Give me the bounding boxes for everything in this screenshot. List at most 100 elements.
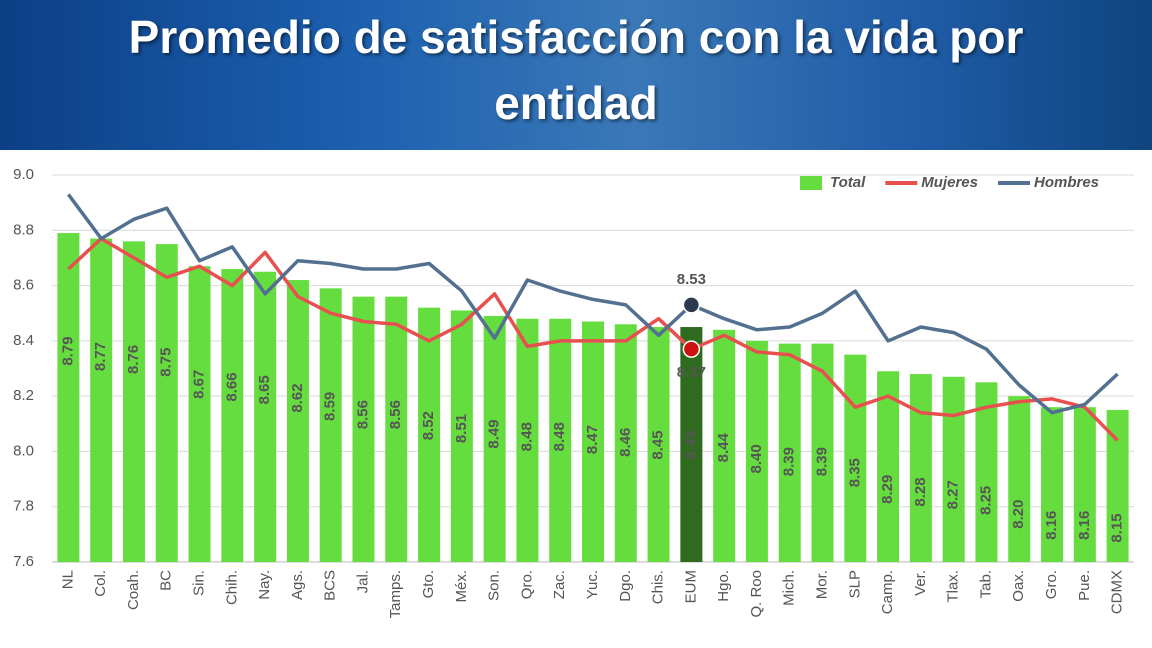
value-label: 8.28 xyxy=(912,477,929,506)
bar xyxy=(516,318,539,562)
value-label: 8.44 xyxy=(715,433,732,463)
value-label: 8.76 xyxy=(125,345,142,374)
bar xyxy=(582,321,604,562)
value-label: 8.48 xyxy=(551,422,568,451)
x-tick-label: BCS xyxy=(322,570,339,601)
bar xyxy=(483,315,506,562)
bar xyxy=(122,241,145,562)
value-label: 8.67 xyxy=(191,370,208,399)
bar xyxy=(352,296,375,562)
x-tick-label: Col. xyxy=(92,570,109,597)
x-tick-label: CDMX xyxy=(1109,570,1126,614)
y-tick-label: 8.2 xyxy=(13,387,34,404)
x-tick-label: Gto. xyxy=(420,570,437,598)
value-label: 8.39 xyxy=(781,447,798,476)
value-label: 8.62 xyxy=(289,383,306,412)
bar xyxy=(975,382,998,562)
x-tick-label: Sin. xyxy=(191,570,208,596)
annotation: 8.37 xyxy=(677,364,706,381)
point-marker xyxy=(682,296,701,314)
value-label: 8.40 xyxy=(748,444,765,473)
bar xyxy=(713,329,736,562)
value-label: 8.66 xyxy=(223,372,240,401)
bar xyxy=(1041,407,1064,562)
bar xyxy=(188,266,211,562)
y-tick-label: 8.4 xyxy=(13,332,34,349)
y-tick-label: 8.0 xyxy=(13,442,34,459)
chart: 7.6 7.8 8.0 8.2 8.4 8.6 8.8 9.0 NL Col. Coah. BC Sin… xyxy=(13,166,1134,618)
bar xyxy=(418,307,441,562)
line xyxy=(66,193,1119,415)
value-label: 8.16 xyxy=(1043,511,1060,540)
bar xyxy=(942,376,965,562)
bar xyxy=(778,343,801,562)
legend-label: Total xyxy=(830,174,866,191)
bar xyxy=(811,343,834,562)
bar xyxy=(1008,396,1031,562)
value-label: 8.51 xyxy=(453,414,470,443)
x-tick-label: Chis. xyxy=(650,570,667,604)
value-label: 8.46 xyxy=(617,428,634,457)
bar xyxy=(647,327,670,562)
bar xyxy=(57,233,80,563)
value-label: 8.48 xyxy=(518,422,535,451)
value-label: 8.35 xyxy=(846,458,863,487)
value-label: 8.56 xyxy=(354,400,371,429)
value-label: 8.15 xyxy=(1109,513,1126,542)
value-label: 8.20 xyxy=(1010,500,1027,529)
x-tick-label: Jal. xyxy=(354,570,371,593)
x-tick-label: BC xyxy=(158,570,175,591)
y-tick-label: 8.6 xyxy=(13,277,34,294)
x-tick-label: NL xyxy=(59,570,76,589)
x-tick-label: Yuc. xyxy=(584,570,601,599)
value-label: 8.39 xyxy=(813,447,830,476)
x-tick-label: Zac. xyxy=(551,570,568,599)
x-tick-label: Q. Roo xyxy=(748,570,765,618)
point-marker xyxy=(682,340,701,358)
bar xyxy=(909,374,932,562)
bar xyxy=(155,244,178,562)
x-tick-label: Nay. xyxy=(256,570,273,600)
y-tick-label: 8.8 xyxy=(13,221,34,238)
bar xyxy=(221,268,244,562)
x-tick-label: SLP xyxy=(846,570,863,598)
x-tick-label: Méx. xyxy=(453,570,470,603)
bar xyxy=(319,288,342,562)
value-label: 8.79 xyxy=(59,336,76,365)
header: Promedio de satisfacción con la vida por… xyxy=(0,0,1152,150)
bar xyxy=(549,318,572,562)
value-label: 8.29 xyxy=(879,475,896,504)
x-tick-label: Ags. xyxy=(289,570,306,600)
value-label: 8.75 xyxy=(158,348,175,377)
x-tick-label: Tamps. xyxy=(387,570,404,618)
value-label: 8.47 xyxy=(584,425,601,454)
y-tick-label: 7.6 xyxy=(13,553,34,570)
value-label: 8.49 xyxy=(486,419,503,448)
x-tick-label: Coah. xyxy=(125,570,142,610)
x-tick-label: Tab. xyxy=(977,570,994,598)
bar xyxy=(745,340,768,562)
x-tick-label: Gro. xyxy=(1043,570,1060,599)
value-label: 8.56 xyxy=(387,400,404,429)
y-tick-label: 7.8 xyxy=(13,498,34,515)
value-label: 8.16 xyxy=(1076,511,1093,540)
value-label: 8.45 xyxy=(650,430,667,459)
x-tick-label: Hgo. xyxy=(715,570,732,602)
bar xyxy=(1073,407,1096,562)
annotation: 8.53 xyxy=(677,271,706,288)
value-label: 8.25 xyxy=(977,486,994,515)
bar xyxy=(877,371,900,562)
x-tick-label: Dgo. xyxy=(617,570,634,602)
x-tick-label: Ver. xyxy=(912,570,929,596)
bar xyxy=(385,296,408,562)
x-tick-label: Mor. xyxy=(813,570,830,599)
line xyxy=(67,236,1119,442)
x-tick-label: Oax. xyxy=(1010,570,1027,602)
chart-title: Promedio de satisfacción con la vida por… xyxy=(128,11,1024,129)
legend-label: Mujeres xyxy=(921,174,978,191)
y-tick-label: 9.0 xyxy=(13,166,34,183)
bar xyxy=(1106,409,1129,562)
bar xyxy=(450,310,473,562)
bar xyxy=(614,324,637,562)
